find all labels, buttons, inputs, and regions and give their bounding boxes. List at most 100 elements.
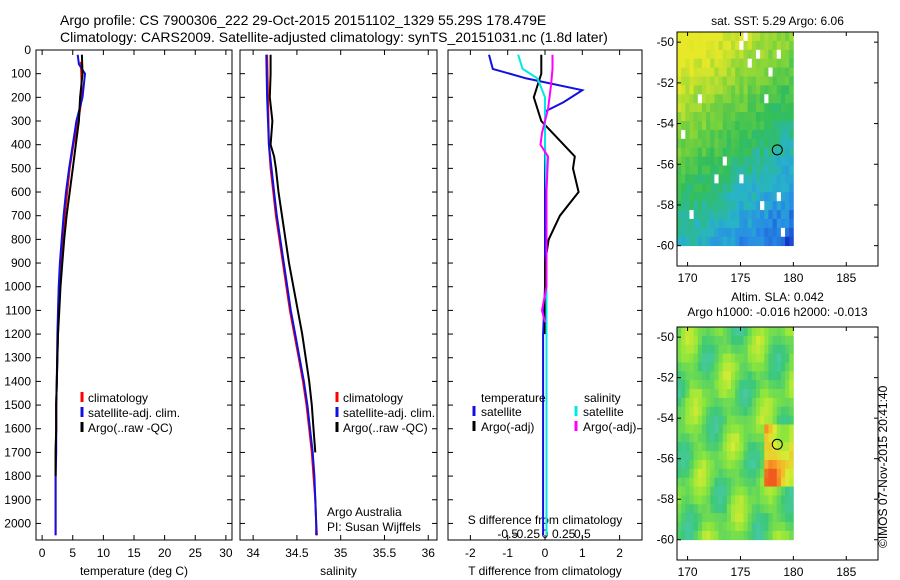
- diff-top-xlabel: S difference from climatology: [468, 513, 623, 527]
- copyright-stamp: ©IMOS 07-Nov-2015 20:41:40: [876, 385, 890, 548]
- sla-map-frame: [676, 326, 879, 561]
- sst-map-grid: [677, 32, 794, 247]
- sal-legend-label: Argo(..raw -QC): [343, 421, 428, 435]
- temp-ytick-label: 1600: [4, 422, 31, 436]
- sal-legend-label: climatology: [343, 391, 403, 405]
- temp-ytick-label: 1000: [4, 280, 31, 294]
- diff-top-xtick-label: -0.5: [497, 527, 518, 541]
- sla-map-ytick-label: -58: [657, 492, 675, 506]
- temp-ytick-label: 400: [11, 138, 31, 152]
- sst-map-xtick-label: 185: [836, 271, 856, 285]
- temp-ytick-label: 1700: [4, 445, 31, 459]
- temp-ytick-label: 700: [11, 209, 31, 223]
- temp-legend-label: climatology: [88, 391, 148, 405]
- temp-frame: [35, 49, 233, 541]
- diff-xlabel: T difference from climatology: [468, 564, 622, 578]
- diff-top-xtick-label: 0.25: [552, 527, 576, 541]
- temp-ytick-label: 0: [24, 43, 31, 57]
- sst-map-xtick-label: 170: [678, 271, 698, 285]
- temp-legend-label: satellite-adj. clim.: [88, 406, 180, 420]
- diff-xtick-label: 1: [579, 546, 586, 560]
- temp-ytick-label: 500: [11, 161, 31, 175]
- sal-xtick-label: 35.5: [373, 546, 397, 560]
- diff-top-xtick-label: 0: [542, 527, 549, 541]
- sla-map-ytick-label: -54: [657, 411, 675, 425]
- page-subtitle: Climatology: CARS2009. Satellite-adjuste…: [60, 29, 608, 45]
- sal-series-argo-raw-qc-: [268, 54, 317, 453]
- temp-xtick-label: 15: [127, 546, 141, 560]
- sla-map-xtick-label: 175: [730, 565, 750, 579]
- temp-xlabel: temperature (deg C): [80, 564, 188, 578]
- sst-map-ytick-label: -52: [657, 76, 675, 90]
- diff-series-temperature-argo-adj-: [532, 54, 580, 335]
- sst-map-xtick-label: 180: [783, 271, 803, 285]
- diff-top-xtick-label: 0.5: [574, 527, 591, 541]
- sst-map-title: sat. SST: 5.29 Argo: 6.06: [711, 14, 844, 28]
- diff-legend-label: satellite: [583, 405, 624, 419]
- sla-map-xtick-label: 185: [836, 565, 856, 579]
- temp-ytick-label: 1100: [5, 303, 31, 317]
- temp-ytick-label: 1400: [4, 374, 31, 388]
- sla-map-subtitle: Argo h1000: -0.016 h2000: -0.013: [687, 305, 867, 319]
- temp-ytick-label: 200: [11, 90, 31, 104]
- diff-legend-label: Argo(-adj): [583, 420, 636, 434]
- sal-xtick-label: 34: [246, 546, 260, 560]
- sal-xtick-label: 36: [422, 546, 436, 560]
- temp-ytick-label: 1500: [4, 398, 31, 412]
- temp-xtick-label: 20: [158, 546, 172, 560]
- temp-ytick-label: 600: [11, 185, 31, 199]
- sst-map-ytick-label: -60: [657, 239, 675, 253]
- sla-map-ytick-label: -52: [657, 371, 675, 385]
- sal-xtick-label: 35: [334, 546, 348, 560]
- sst-map-ytick-label: -58: [657, 198, 675, 212]
- diff-series-temperature-satellite: [488, 54, 585, 536]
- temp-ytick-label: 1300: [4, 351, 31, 365]
- sal-xlabel: salinity: [320, 564, 357, 578]
- diff-legend-title-salinity: salinity: [584, 391, 621, 405]
- sla-map-ytick-label: -50: [657, 330, 675, 344]
- sst-map-frame: [676, 31, 879, 267]
- sla-map-title: Altim. SLA: 0.042: [731, 290, 824, 304]
- diff-xtick-label: 0: [542, 546, 549, 560]
- page-title: Argo profile: CS 7900306_222 29-Oct-2015…: [60, 12, 547, 28]
- temp-ytick-label: 800: [11, 232, 31, 246]
- sal-series-climatology: [266, 54, 318, 536]
- temp-xtick-label: 30: [219, 546, 233, 560]
- sla-map-xtick-label: 170: [678, 565, 698, 579]
- temp-xtick-label: 5: [69, 546, 76, 560]
- sst-map-ytick-label: -56: [657, 157, 675, 171]
- sal-frame: [239, 49, 438, 541]
- diff-legend-title-temperature: temperature: [481, 391, 546, 405]
- diff-top-xtick-label: -0.25: [513, 527, 541, 541]
- sst-map-ytick-label: -50: [657, 35, 675, 49]
- sal-annotation: PI: Susan Wijffels: [327, 520, 421, 534]
- sst-map-xtick-label: 175: [730, 271, 750, 285]
- diff-legend-label: Argo(-adj): [481, 420, 534, 434]
- diff-legend-label: satellite: [481, 405, 522, 419]
- temp-xtick-label: 10: [97, 546, 111, 560]
- temp-ytick-label: 300: [11, 114, 31, 128]
- sla-map-profile-marker: [771, 438, 783, 450]
- sst-map-ytick-label: -54: [657, 117, 675, 131]
- sla-map-ytick-label: -60: [657, 533, 675, 547]
- sal-annotation: Argo Australia: [327, 505, 402, 519]
- diff-xtick-label: -1: [502, 546, 513, 560]
- diff-xtick-label: -2: [465, 546, 476, 560]
- sal-series-satellite-adj-clim-: [265, 54, 318, 536]
- sal-xtick-label: 34.5: [285, 546, 309, 560]
- temp-ytick-label: 900: [11, 256, 31, 270]
- diff-xtick-label: 2: [616, 546, 623, 560]
- sla-map-grid: [677, 327, 794, 541]
- temp-ytick-label: 1900: [4, 493, 31, 507]
- diff-series-salinity-argo-adj-: [539, 54, 554, 323]
- temp-series-argo-raw-qc-: [54, 54, 84, 477]
- temp-ytick-label: 1200: [4, 327, 31, 341]
- temp-ytick-label: 2000: [4, 516, 31, 530]
- sla-map-ytick-label: -56: [657, 452, 675, 466]
- temp-legend-label: Argo(..raw -QC): [88, 421, 173, 435]
- temp-ytick-label: 1800: [4, 469, 31, 483]
- sst-map-profile-marker: [771, 144, 783, 156]
- temp-ytick-label: 100: [11, 67, 31, 81]
- sla-map-xtick-label: 180: [783, 565, 803, 579]
